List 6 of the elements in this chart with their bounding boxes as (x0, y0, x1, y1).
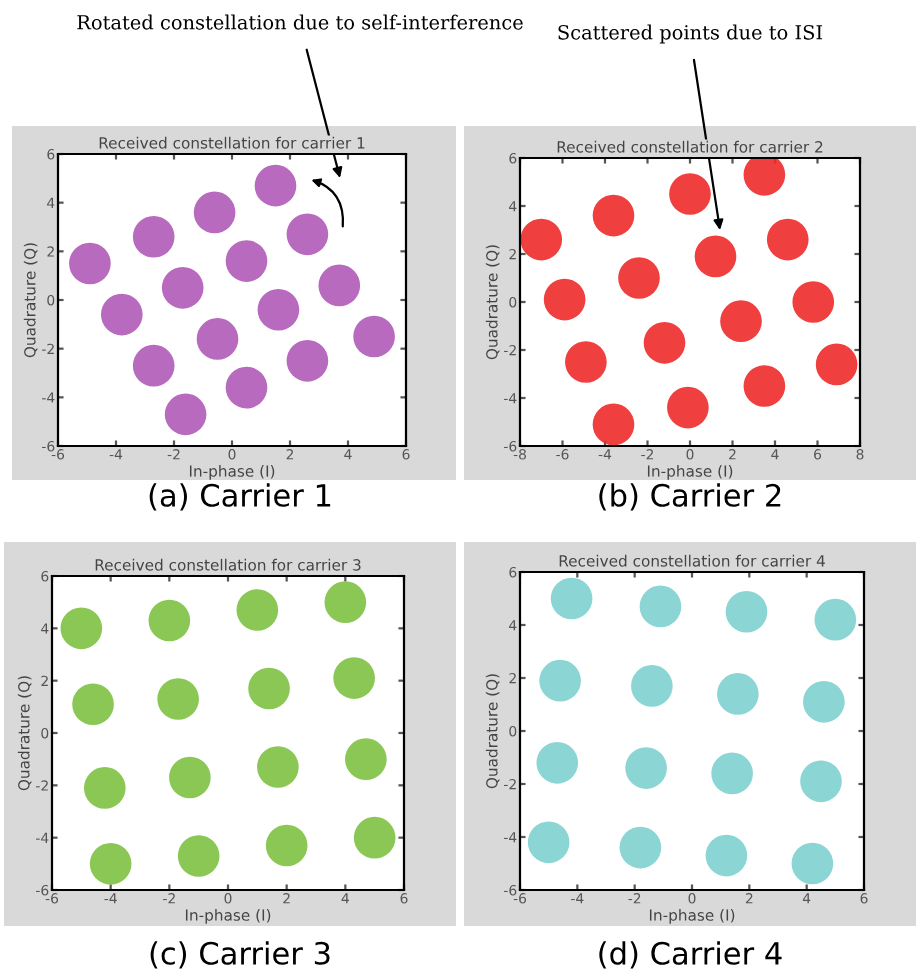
text: Scattered points due to ISI (558, 24, 823, 44)
text: (b) Carrier 2 (599, 483, 781, 511)
text: (d) Carrier 4 (599, 941, 782, 969)
text: (a) Carrier 1 (149, 483, 331, 511)
text: Rotated constellation due to self-interference (77, 14, 523, 30)
text: (c) Carrier 3 (150, 941, 330, 969)
